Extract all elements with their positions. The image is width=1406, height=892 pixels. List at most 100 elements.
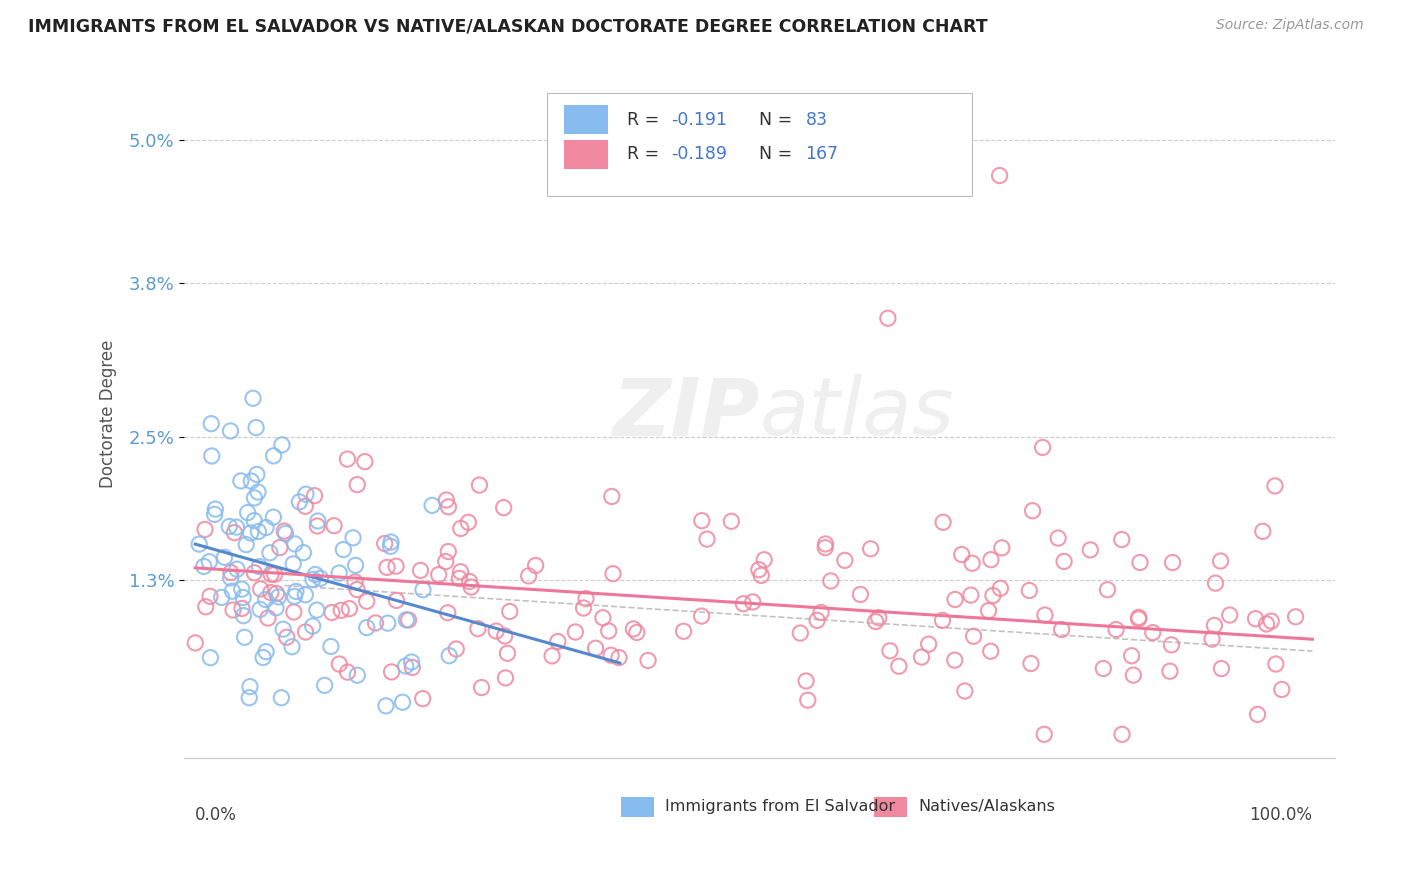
Point — [247, 559, 270, 574]
Text: 100.0%: 100.0% — [1250, 805, 1312, 823]
Point — [264, 600, 287, 615]
Point — [450, 521, 472, 535]
Point — [328, 566, 350, 580]
Point — [260, 585, 283, 599]
Point — [219, 571, 242, 585]
Point — [380, 539, 402, 553]
Point — [460, 580, 482, 594]
Point — [492, 500, 515, 515]
Point — [980, 644, 1002, 658]
Point — [1129, 556, 1152, 570]
Point — [865, 615, 887, 629]
Point — [184, 636, 207, 650]
Point — [267, 590, 290, 604]
Point — [1111, 727, 1133, 741]
Point — [239, 526, 262, 541]
Point — [188, 537, 211, 551]
Point — [696, 532, 718, 546]
Point — [271, 622, 294, 636]
Point — [1260, 614, 1282, 628]
Point — [194, 599, 217, 614]
Point — [307, 519, 329, 533]
Point — [1032, 441, 1054, 455]
Point — [910, 650, 932, 665]
Point — [754, 553, 776, 567]
Text: Natives/Alaskans: Natives/Alaskans — [918, 799, 1054, 814]
Point — [524, 558, 547, 573]
Point — [238, 690, 260, 705]
Point — [263, 567, 285, 582]
Point — [271, 438, 294, 452]
Point — [247, 485, 270, 500]
Point — [672, 624, 695, 639]
Point — [468, 478, 491, 492]
Point — [401, 660, 423, 674]
Point — [470, 681, 492, 695]
Point — [1019, 657, 1042, 671]
Point — [794, 673, 817, 688]
Text: -0.191: -0.191 — [671, 111, 727, 128]
Point — [201, 449, 224, 463]
Point — [943, 592, 966, 607]
Point — [789, 626, 811, 640]
Point — [950, 548, 973, 562]
Point — [1018, 583, 1040, 598]
Point — [434, 555, 457, 569]
Point — [495, 671, 517, 685]
Point — [450, 565, 472, 579]
Point — [585, 641, 607, 656]
Point — [254, 520, 277, 534]
Point — [321, 606, 343, 620]
Point — [1142, 625, 1164, 640]
Point — [607, 650, 630, 665]
Point — [398, 613, 420, 627]
Point — [204, 502, 226, 516]
Point — [233, 630, 256, 644]
Point — [990, 582, 1012, 596]
Point — [377, 616, 399, 631]
Point — [1211, 661, 1233, 675]
Point — [304, 567, 326, 582]
Point — [434, 493, 457, 508]
Point — [412, 582, 434, 597]
Point — [1128, 610, 1150, 624]
Point — [494, 629, 516, 643]
Point — [284, 537, 307, 551]
Point — [690, 609, 713, 624]
Point — [309, 571, 332, 585]
Point — [458, 574, 481, 589]
FancyBboxPatch shape — [564, 105, 607, 134]
Point — [302, 573, 325, 587]
Point — [395, 613, 418, 627]
Point — [980, 552, 1002, 566]
Point — [294, 588, 316, 602]
Point — [547, 634, 569, 648]
Point — [427, 567, 450, 582]
Point — [374, 698, 396, 713]
Point — [301, 619, 323, 633]
Point — [346, 668, 368, 682]
Point — [575, 591, 598, 606]
Point — [218, 519, 240, 533]
Point — [380, 535, 402, 549]
Point — [262, 510, 284, 524]
Point — [257, 611, 280, 625]
Point — [260, 567, 283, 582]
Text: R =: R = — [627, 111, 665, 128]
Point — [243, 491, 266, 505]
Point — [444, 642, 467, 657]
Point — [517, 569, 540, 583]
Point — [229, 474, 252, 488]
Point — [749, 568, 772, 582]
Point — [328, 657, 350, 671]
Point — [231, 601, 253, 615]
Point — [356, 594, 378, 608]
Point — [270, 690, 292, 705]
Point — [307, 514, 329, 528]
Point — [637, 653, 659, 667]
Point — [977, 604, 1000, 618]
Point — [621, 622, 644, 636]
Point — [1256, 617, 1278, 632]
Text: R =: R = — [627, 145, 665, 163]
Point — [232, 608, 254, 623]
